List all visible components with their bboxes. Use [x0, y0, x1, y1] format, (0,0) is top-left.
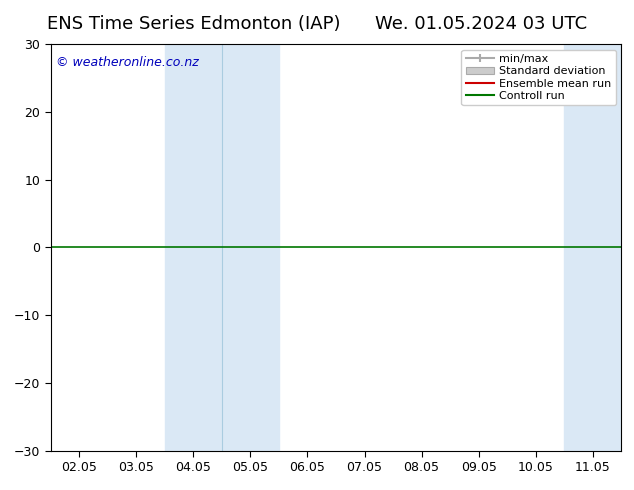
- Bar: [222, 44, 279, 451]
- Bar: [564, 44, 621, 451]
- Bar: [165, 44, 222, 451]
- Legend: min/max, Standard deviation, Ensemble mean run, Controll run: min/max, Standard deviation, Ensemble me…: [462, 49, 616, 105]
- Text: © weatheronline.co.nz: © weatheronline.co.nz: [56, 56, 199, 69]
- Text: ENS Time Series Edmonton (IAP)      We. 01.05.2024 03 UTC: ENS Time Series Edmonton (IAP) We. 01.05…: [47, 15, 587, 33]
